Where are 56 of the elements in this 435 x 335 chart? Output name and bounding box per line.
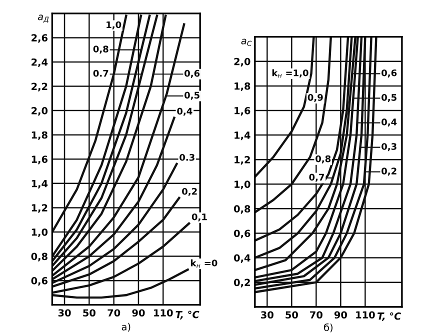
x-tick-label: 50 <box>83 309 96 317</box>
y-tick-label: 2,0 <box>32 107 48 116</box>
y-axis-title: a$_{С}$ <box>241 38 252 46</box>
x-tick-label: 70 <box>310 311 322 319</box>
x-axis-title: T, °C <box>176 310 200 320</box>
text: а) <box>122 322 130 332</box>
x-axis-title: T, °C <box>378 312 402 322</box>
annotation: k$_{н}$ =1,0 <box>272 69 308 78</box>
y-tick-label: 0,6 <box>31 277 48 286</box>
annotation: 0,8 <box>316 155 331 164</box>
y-tick-label: 1,6 <box>32 156 48 164</box>
annotation: 0.3 <box>180 154 194 161</box>
annotation: 0,4 <box>177 108 192 116</box>
annotation: 0,3 <box>382 143 396 152</box>
y-tick-label: 1,6 <box>234 106 250 116</box>
y-tick-label: 1,0 <box>234 180 250 190</box>
annotation: 0,6 <box>382 69 397 78</box>
y-tick-label: 2,0 <box>234 58 250 66</box>
y-tick-label: 0,6 <box>234 230 250 238</box>
annotation: 0,2 <box>382 168 396 176</box>
annotation: 0,9 <box>308 94 323 102</box>
y-tick-label: 1,0 <box>32 228 48 238</box>
y-tick-label: 1,4 <box>32 180 48 188</box>
annotation: 0,1 <box>192 213 207 222</box>
annotation: 0,2 <box>182 188 197 196</box>
x-tick-label: 90 <box>334 311 347 319</box>
y-tick-label: 1,4 <box>234 132 250 140</box>
y-tick-label: 1,2 <box>32 204 48 213</box>
y-tick-label: 0,4 <box>234 254 250 263</box>
x-tick-label: 110 <box>154 309 173 317</box>
y-tick-label: 2,2 <box>32 82 48 92</box>
annotation: 0,6 <box>184 70 200 78</box>
x-tick-label: 30 <box>58 309 71 317</box>
x-tick-label: 90 <box>132 309 145 317</box>
x-tick-label: 50 <box>286 311 298 319</box>
x-tick-label: 30 <box>261 311 274 319</box>
y-axis-title: a$_{Д}$ <box>38 14 49 23</box>
x-tick-label: 70 <box>108 309 120 317</box>
annotation: 0,8 <box>93 46 108 54</box>
y-tick-label: 1,8 <box>234 82 250 92</box>
y-tick-label: 0,2 <box>234 278 250 288</box>
x-tick-label: 110 <box>356 311 375 319</box>
annotation: 0,5 <box>184 92 200 100</box>
y-tick-label: 2,4 <box>32 58 48 68</box>
annotation: 1,0 <box>106 21 122 30</box>
text: б) <box>324 323 332 332</box>
annotation: 0,7 <box>309 174 324 182</box>
y-tick-label: 0,8 <box>31 252 48 262</box>
y-tick-label: 1,2 <box>234 156 250 165</box>
annotation: 0.7 <box>93 70 108 77</box>
annotation: k$_{н}$ =0 <box>191 259 218 268</box>
annotation: 0,5 <box>382 94 396 102</box>
annotation: 0,4 <box>382 118 397 127</box>
y-tick-label: 0,8 <box>234 205 250 214</box>
y-tick-label: 1,8 <box>32 131 48 140</box>
y-tick-label: 2,6 <box>32 34 48 43</box>
